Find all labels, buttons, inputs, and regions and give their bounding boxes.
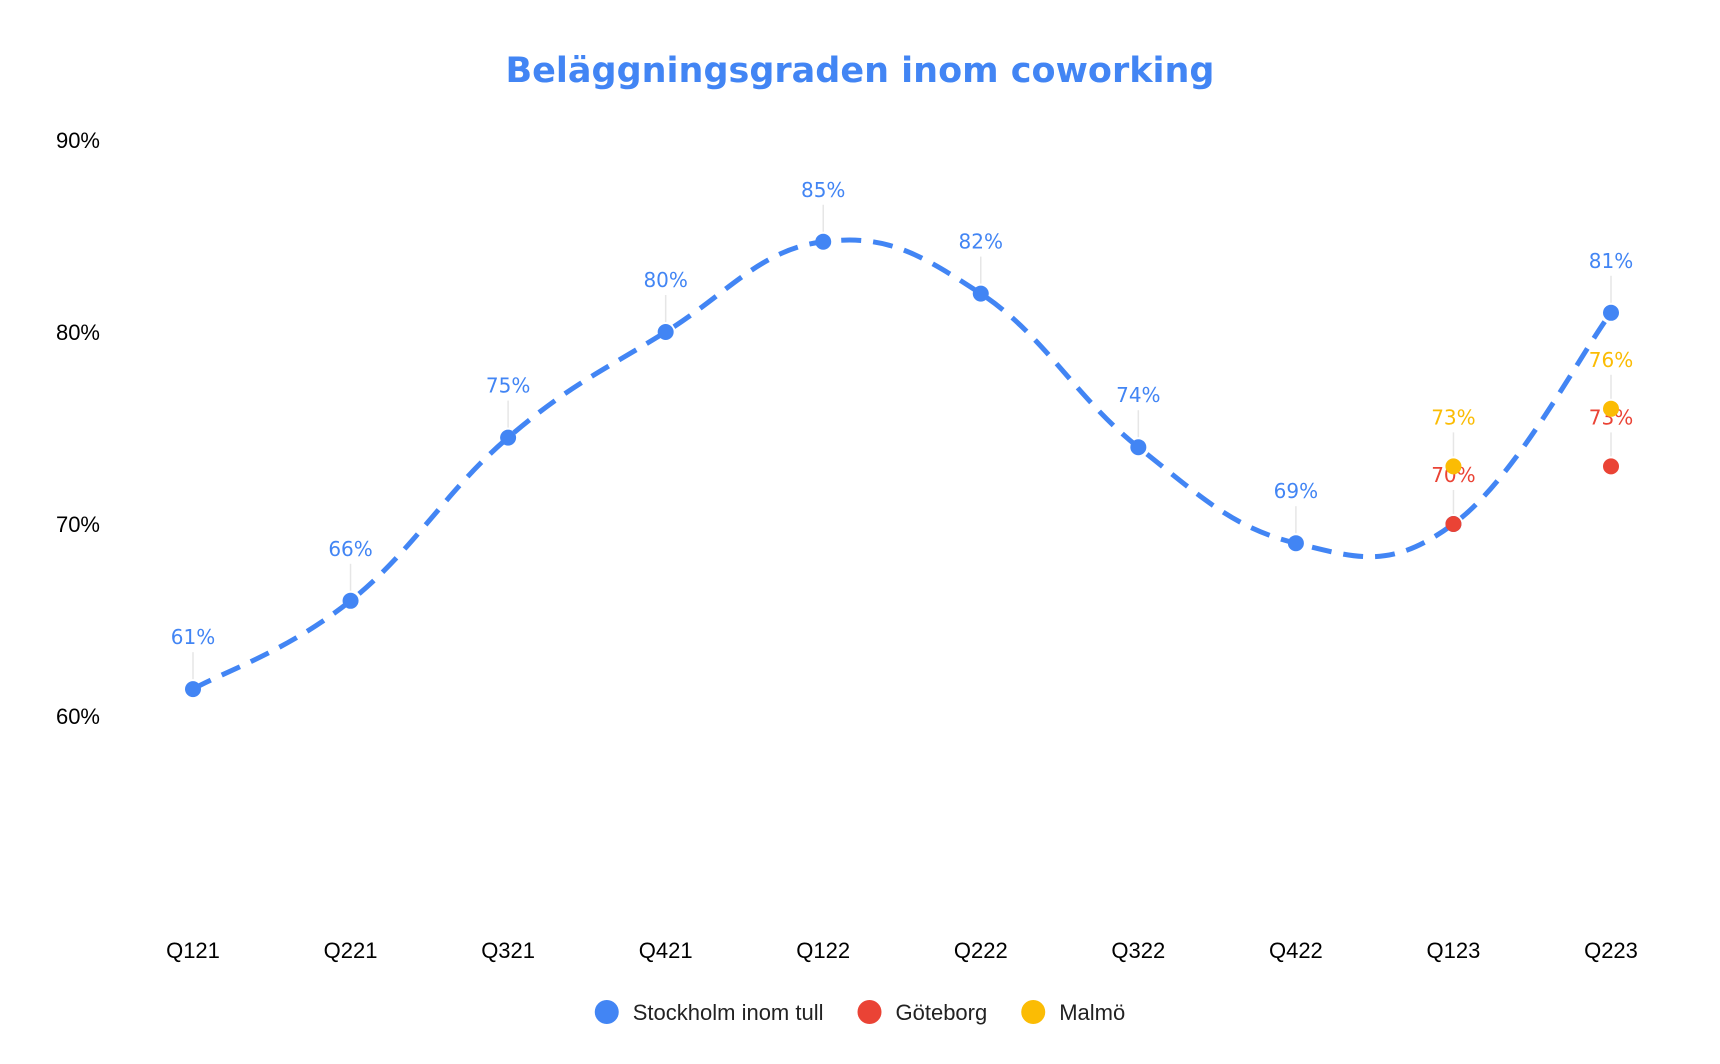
legend-marker <box>857 1000 882 1024</box>
x-tick-label: Q322 <box>1111 938 1165 963</box>
y-tick-label: 70% <box>56 512 100 537</box>
y-axis: 60% 70% 80% 90% <box>56 128 100 729</box>
legend-label: Stockholm inom tull <box>633 1000 824 1025</box>
data-point-stockholm-inom-tull <box>342 592 359 609</box>
data-point-malm- <box>1603 400 1619 417</box>
legend-item: Stockholm inom tull <box>594 1000 824 1025</box>
x-tick-label: Q422 <box>1269 938 1323 963</box>
data-label: 74% <box>1116 383 1160 407</box>
y-tick-label: 60% <box>56 704 100 729</box>
data-label: 76% <box>1589 348 1633 372</box>
chart-title: Beläggningsgraden inom coworking <box>506 51 1215 91</box>
data-label: 75% <box>486 374 530 398</box>
x-tick-label: Q122 <box>796 938 850 963</box>
data-point-g-teborg <box>1603 458 1619 475</box>
series-line-stockholm-inom-tull <box>191 237 1614 692</box>
data-point-stockholm-inom-tull <box>185 681 201 698</box>
data-point-stockholm-inom-tull <box>972 285 989 302</box>
data-label: 73% <box>1431 405 1475 429</box>
data-label: 80% <box>643 268 687 292</box>
data-label: 81% <box>1589 249 1633 273</box>
x-tick-label: Q321 <box>481 938 535 963</box>
x-tick-label: Q221 <box>324 938 378 963</box>
data-point-stockholm-inom-tull <box>657 324 674 340</box>
data-point-stockholm-inom-tull <box>500 429 517 446</box>
x-tick-label: Q123 <box>1427 938 1481 963</box>
data-point-malm- <box>1445 458 1462 475</box>
plot-area: 61%66%75%80%85%82%74%69%81%70%73%73%76% <box>171 178 1633 698</box>
data-label: 66% <box>328 537 372 561</box>
data-label: 61% <box>171 625 215 649</box>
x-tick-label: Q222 <box>954 938 1008 963</box>
x-tick-label: Q223 <box>1584 938 1638 963</box>
x-axis: Q121 Q221 Q321 Q421 Q122 Q222 Q322 Q422 Q123 Q223 <box>166 938 1638 963</box>
x-tick-label: Q121 <box>166 938 220 963</box>
legend-marker <box>1021 1000 1046 1024</box>
x-tick-label: Q421 <box>639 938 693 963</box>
legend-label: Malmö <box>1059 1000 1125 1025</box>
y-tick-label: 80% <box>56 320 100 345</box>
data-label: 82% <box>959 230 1003 254</box>
legend-item: Malmö <box>1021 1000 1125 1025</box>
data-label: 85% <box>801 178 845 202</box>
data-point-stockholm-inom-tull <box>1603 304 1619 321</box>
y-tick-label: 90% <box>56 128 100 153</box>
data-point-stockholm-inom-tull <box>815 233 832 250</box>
legend-marker <box>594 1000 619 1024</box>
legend-label: Göteborg <box>896 1000 988 1025</box>
data-point-stockholm-inom-tull <box>1130 439 1147 456</box>
data-label: 69% <box>1274 479 1318 503</box>
data-point-stockholm-inom-tull <box>1287 535 1304 552</box>
legend-item: Göteborg <box>857 1000 988 1025</box>
legend: Stockholm inom tull Göteborg Malmö <box>594 1000 1125 1025</box>
data-point-g-teborg <box>1445 516 1462 532</box>
